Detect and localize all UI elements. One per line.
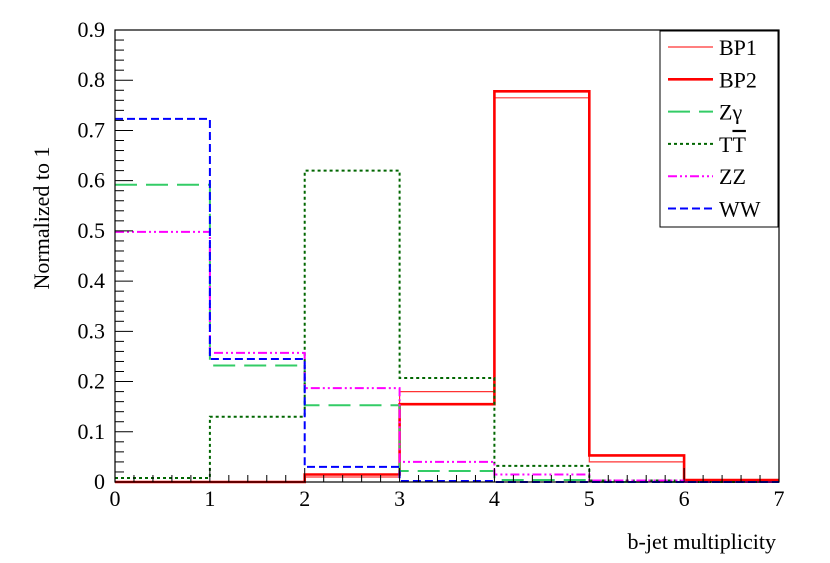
- plot-frame: [114, 29, 780, 483]
- x-tick-label: 6: [679, 486, 690, 511]
- y-tick-label: 0.1: [78, 419, 106, 444]
- y-tick-label: 0.5: [78, 218, 106, 243]
- x-tick-label: 4: [489, 486, 500, 511]
- x-axis-title: b-jet multiplicity: [628, 529, 776, 554]
- x-tick-label: 1: [204, 486, 215, 511]
- legend-label: TT: [719, 132, 746, 157]
- series-tt-line: [115, 169, 779, 483]
- legend-label: BP2: [719, 67, 757, 92]
- x-tick-label: 3: [394, 486, 405, 511]
- x-tick-label: 7: [774, 486, 785, 511]
- legend-box: [659, 30, 779, 228]
- legend-label: BP1: [719, 35, 757, 60]
- legend-label: WW: [719, 197, 761, 222]
- y-tick-label: 0.3: [78, 318, 106, 343]
- x-tick-label: 2: [299, 486, 310, 511]
- y-tick-label: 0.9: [78, 17, 106, 42]
- x-tick-label: 5: [584, 486, 595, 511]
- y-tick-label: 0: [94, 469, 105, 494]
- y-tick-label: 0.7: [78, 117, 106, 142]
- y-axis-title: Normalized to 1: [29, 147, 54, 290]
- ticks-layer: 0 1 2 3 4 5 6 7 0 0.1 0.2 0.3 0.4 0.5 0.6 0.7 0.8 0.9: [78, 17, 785, 511]
- y-tick-label: 0.2: [78, 369, 106, 394]
- y-tick-label: 0.4: [78, 268, 106, 293]
- legend-label: ZZ: [719, 164, 746, 189]
- y-tick-label: 0.8: [78, 67, 106, 92]
- x-tick-label: 0: [110, 486, 121, 511]
- y-tick-label: 0.6: [78, 168, 106, 193]
- legend: BP1 BP2 Zγ TT ZZ WW: [659, 30, 779, 228]
- legend-label: Zγ: [719, 100, 742, 125]
